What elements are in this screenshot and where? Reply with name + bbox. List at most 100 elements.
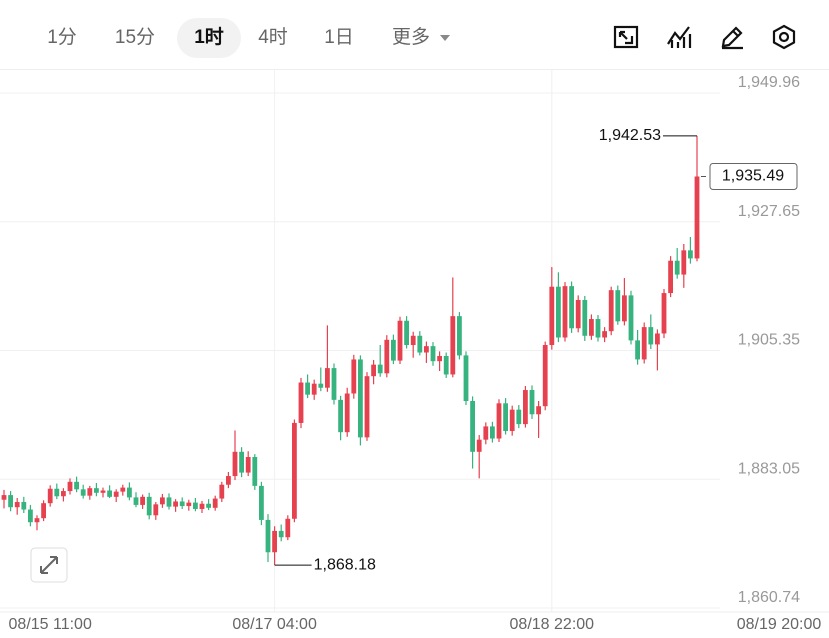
candle-body [259, 485, 264, 520]
candle-body [146, 496, 152, 516]
candle-body [278, 530, 284, 538]
candle-body [575, 299, 581, 329]
x-tick-label: 08/19 20:00 [737, 616, 822, 633]
candle-body [470, 401, 475, 452]
candle-body [41, 503, 46, 519]
candle-body [371, 364, 376, 377]
min-label: 1,868.18 [314, 556, 376, 573]
candle-body [239, 451, 244, 473]
candle-body [582, 299, 588, 336]
y-tick-label: 1,883.05 [738, 460, 800, 477]
candle-body [622, 295, 627, 322]
expand-button[interactable] [30, 547, 68, 583]
interval-button[interactable]: 1时 [177, 18, 241, 58]
candle-body [688, 250, 693, 259]
candle-body [61, 491, 66, 497]
candle-body [595, 319, 601, 338]
indicator-icon[interactable] [666, 24, 692, 50]
candle-body [94, 488, 99, 493]
candle-body [648, 327, 654, 345]
candle-body [516, 409, 522, 425]
candle-body [549, 286, 555, 346]
candle-body [635, 340, 640, 360]
candle-body [536, 406, 541, 415]
candle-body [153, 504, 159, 516]
candle-body [21, 502, 27, 510]
candle-body [424, 346, 429, 353]
candle-body [569, 286, 574, 329]
candle-body [358, 359, 363, 438]
candle-body [556, 286, 561, 338]
candle-body [338, 399, 343, 433]
candle-body [542, 345, 548, 407]
interval-button[interactable]: 4时 [258, 27, 288, 48]
settings-icon[interactable] [771, 24, 797, 50]
candle-body [602, 331, 607, 338]
candle-body [509, 409, 515, 432]
candle-body [47, 488, 53, 504]
candle-body [681, 250, 687, 275]
candle-body [457, 316, 462, 356]
candle-body [417, 335, 423, 353]
candle-body [133, 497, 139, 505]
candle-body [199, 503, 205, 509]
more-button[interactable]: 更多 [391, 27, 430, 48]
max-label: 1,942.53 [599, 127, 661, 144]
candle-body [674, 260, 680, 275]
candle-body [318, 383, 324, 388]
interval-button[interactable]: 1日 [324, 27, 354, 48]
candle-body [523, 390, 528, 425]
candle-body [193, 502, 198, 509]
candle-body [173, 501, 178, 507]
candle-body [272, 530, 277, 553]
last-price-label: 1,935.49 [722, 168, 784, 185]
x-tick-label: 08/17 04:00 [232, 616, 317, 633]
candle-body [298, 382, 304, 423]
y-tick-label: 1,905.35 [738, 332, 800, 349]
candle-body [186, 502, 192, 507]
candle-body [285, 518, 291, 538]
candle-body [14, 502, 20, 508]
candle-body [529, 390, 535, 415]
candle-body [608, 290, 614, 332]
candle-body [226, 476, 231, 485]
candle-body [80, 489, 86, 496]
candle-body [28, 509, 33, 523]
candle-body [120, 487, 126, 492]
fullscreen-icon[interactable] [613, 24, 639, 50]
candle-body [384, 339, 390, 374]
candle-body [252, 457, 258, 486]
candle-body [140, 496, 145, 505]
candle-body [127, 487, 132, 498]
candle-body [344, 393, 350, 433]
candle-body [463, 355, 469, 402]
caret [440, 35, 450, 41]
last-price-box [709, 163, 798, 191]
candle-body [615, 290, 621, 322]
candle-body [74, 481, 79, 490]
candle-body [292, 422, 297, 519]
draw-icon[interactable] [719, 24, 745, 50]
candle-body [100, 490, 106, 493]
candle-body [219, 484, 225, 499]
x-tick-label: 08/15 11:00 [9, 616, 92, 633]
candle-body [206, 503, 211, 508]
candle-body [232, 451, 238, 477]
candle-body [107, 490, 112, 497]
candle-body [8, 495, 13, 508]
candle-body [331, 368, 337, 400]
candle-body [305, 382, 310, 395]
candle-body [325, 368, 330, 388]
interval-button[interactable]: 15分 [114, 27, 156, 48]
candle-body [351, 359, 357, 394]
interval-button[interactable]: 1分 [47, 27, 77, 48]
candle-body [67, 481, 73, 492]
candle-body [113, 491, 119, 497]
candle-body [496, 403, 502, 439]
candle-body [34, 518, 40, 523]
candle-body [391, 339, 396, 361]
candle-body [694, 176, 700, 259]
candle-body [450, 316, 456, 375]
